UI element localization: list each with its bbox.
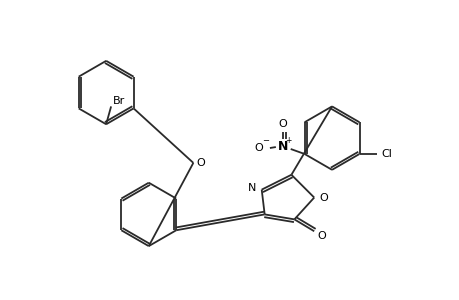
Text: O: O	[319, 193, 328, 202]
Text: −: −	[262, 136, 269, 146]
Text: Br: Br	[112, 97, 125, 106]
Text: O: O	[254, 143, 263, 153]
Text: O: O	[278, 119, 286, 129]
Text: O: O	[196, 158, 204, 168]
Text: N: N	[277, 140, 287, 152]
Text: O: O	[317, 231, 326, 241]
Text: N: N	[247, 183, 255, 193]
Text: +: +	[285, 136, 291, 145]
Text: Cl: Cl	[381, 149, 392, 159]
